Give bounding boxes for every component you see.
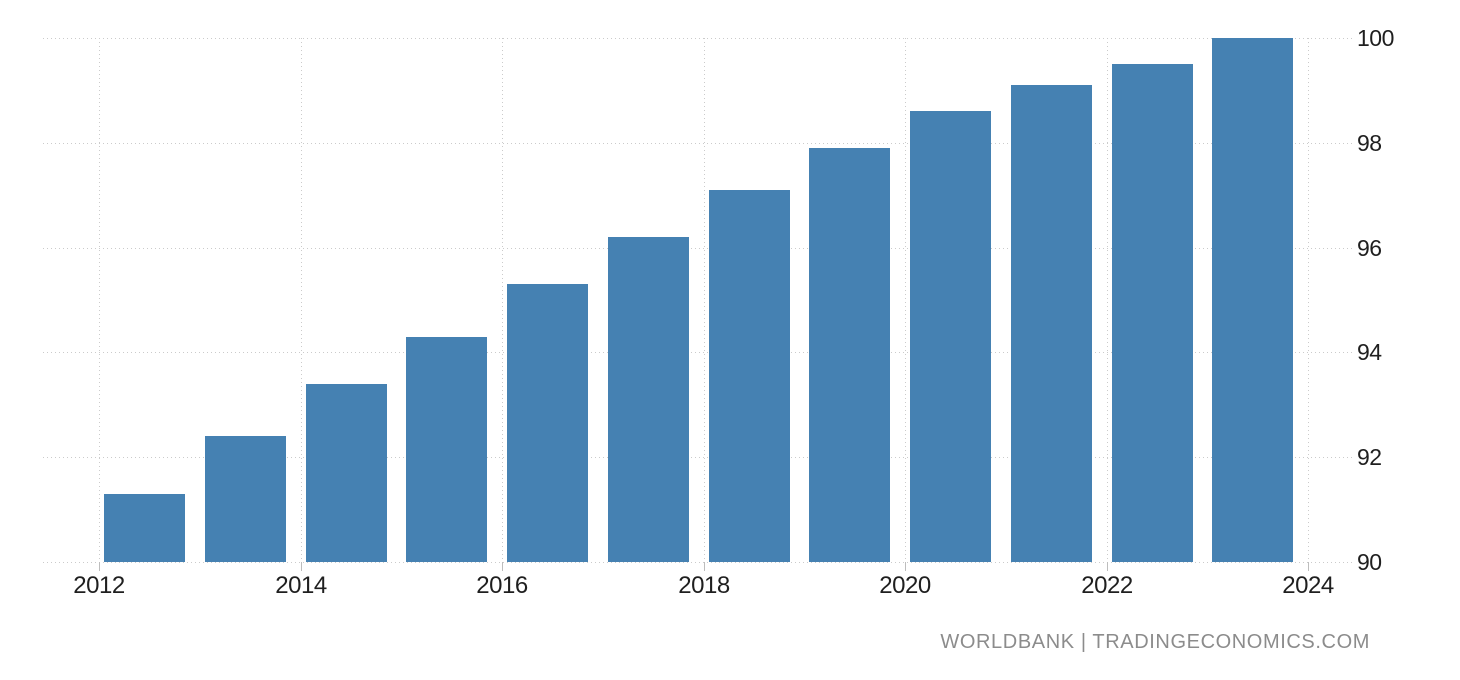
gridline-y-92 (43, 457, 1353, 458)
bar-2021[interactable] (1011, 85, 1092, 562)
x-tick-mark-2012 (99, 562, 100, 571)
bar-2016[interactable] (507, 284, 588, 562)
y-tick-label-92: 92 (1357, 444, 1382, 470)
x-tick-mark-2016 (502, 562, 503, 571)
y-tick-label-98: 98 (1357, 130, 1382, 156)
bar-2015[interactable] (406, 337, 487, 562)
x-tick-label-2022: 2022 (1081, 572, 1133, 599)
gridline-x-2020 (905, 38, 906, 562)
x-tick-label-2016: 2016 (476, 572, 528, 599)
bar-2018[interactable] (709, 190, 790, 562)
gridline-x-2014 (301, 38, 302, 562)
gridline-x-2016 (502, 38, 503, 562)
gridline-x-2012 (99, 38, 100, 562)
gridline-y-94 (43, 352, 1353, 353)
gridline-y-90 (43, 562, 1353, 563)
gridline-x-2024 (1308, 38, 1309, 562)
plot-area (43, 38, 1353, 571)
x-tick-mark-2022 (1107, 562, 1108, 571)
y-tick-label-94: 94 (1357, 339, 1382, 365)
bar-2012[interactable] (104, 494, 185, 562)
attribution-watermark: WORLDBANK | TRADINGECONOMICS.COM (940, 631, 1370, 653)
gridline-y-98 (43, 143, 1353, 144)
x-tick-label-2024: 2024 (1282, 572, 1334, 599)
bar-2020[interactable] (910, 111, 991, 562)
y-tick-label-90: 90 (1357, 549, 1382, 575)
bar-2014[interactable] (306, 384, 387, 562)
gridline-x-2018 (704, 38, 705, 562)
x-tick-mark-2020 (905, 562, 906, 571)
y-tick-label-96: 96 (1357, 235, 1382, 261)
x-tick-label-2018: 2018 (678, 572, 730, 599)
y-tick-label-100: 100 (1357, 25, 1394, 51)
x-tick-label-2020: 2020 (879, 572, 931, 599)
x-tick-mark-2014 (301, 562, 302, 571)
bar-2017[interactable] (608, 237, 689, 562)
bar-2019[interactable] (809, 148, 890, 562)
gridline-y-96 (43, 248, 1353, 249)
x-tick-mark-2018 (704, 562, 705, 571)
bar-2013[interactable] (205, 436, 286, 562)
x-tick-label-2012: 2012 (73, 572, 125, 599)
gridline-y-100 (43, 38, 1353, 39)
bar-2023[interactable] (1212, 38, 1293, 562)
bar-2022[interactable] (1112, 64, 1193, 562)
gridline-x-2022 (1107, 38, 1108, 562)
x-tick-label-2014: 2014 (275, 572, 327, 599)
x-tick-mark-2024 (1308, 562, 1309, 571)
